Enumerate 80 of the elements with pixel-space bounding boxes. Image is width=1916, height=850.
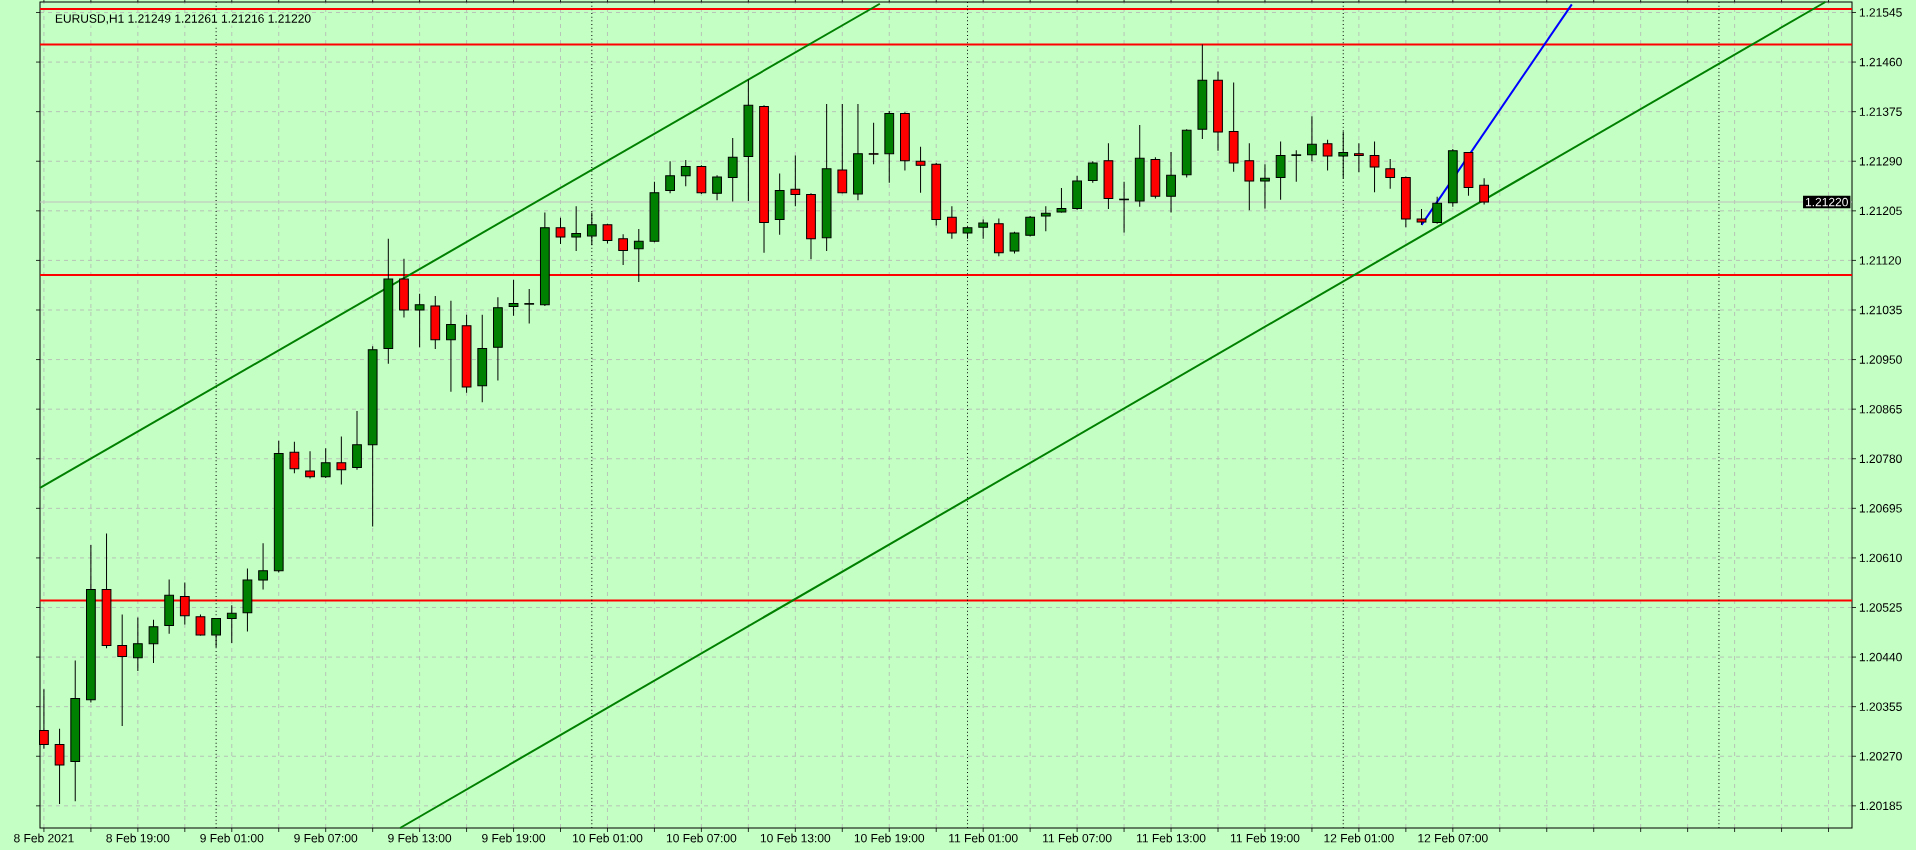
candlestick bbox=[1322, 139, 1333, 172]
candlestick bbox=[712, 174, 722, 201]
y-tick-label: 1.21290 bbox=[1859, 156, 1902, 166]
candlestick bbox=[1369, 140, 1380, 193]
x-tick-label: 9 Feb 01:00 bbox=[200, 833, 264, 843]
candlestick bbox=[571, 205, 582, 252]
y-tick-label: 1.20270 bbox=[1859, 751, 1902, 761]
candlestick bbox=[837, 103, 848, 194]
candlestick bbox=[1479, 177, 1490, 205]
x-tick-label: 11 Feb 13:00 bbox=[1137, 833, 1206, 843]
y-tick-label: 1.21120 bbox=[1859, 256, 1901, 265]
candlestick bbox=[1260, 163, 1270, 209]
text: EURUSD,H1 1.21249 1.21261 1.21216 1.21220 bbox=[55, 14, 311, 25]
candlestick bbox=[618, 233, 629, 266]
x-tick-label: 11 Feb 19:00 bbox=[1230, 833, 1300, 843]
candlestick bbox=[336, 436, 347, 485]
y-tick-label: 1.20950 bbox=[1859, 355, 1902, 364]
y-tick-label: 1.20440 bbox=[1859, 652, 1902, 662]
candlestick bbox=[633, 228, 644, 283]
candlestick bbox=[1166, 151, 1176, 214]
x-tick-label: 12 Feb 01:00 bbox=[1324, 833, 1394, 843]
x-tick-label: 12 Feb 07:00 bbox=[1418, 833, 1488, 843]
x-tick-label: 8 Feb 2021 bbox=[14, 833, 74, 843]
y-tick-label: 1.20185 bbox=[1859, 801, 1902, 811]
candlestick bbox=[1291, 149, 1302, 183]
y-tick-label: 1.20610 bbox=[1859, 553, 1902, 563]
candlestick bbox=[305, 450, 315, 480]
x-tick-label: 9 Feb 19:00 bbox=[482, 833, 546, 843]
y-tick-label: 1.20780 bbox=[1859, 454, 1902, 463]
candlestick bbox=[54, 728, 65, 805]
x-tick-label: 9 Feb 13:00 bbox=[388, 833, 452, 843]
x-tick-label: 10 Feb 07:00 bbox=[666, 833, 737, 843]
x-tick-label: 9 Feb 07:00 bbox=[294, 833, 358, 843]
candlestick bbox=[258, 542, 268, 590]
x-tick-label: 11 Feb 01:00 bbox=[949, 833, 1018, 843]
candlestick bbox=[727, 137, 738, 202]
y-tick-label: 1.20695 bbox=[1859, 504, 1902, 513]
y-tick-label: 1.20355 bbox=[1859, 702, 1902, 711]
candlestick bbox=[320, 447, 331, 479]
y-tick-label: 1.20525 bbox=[1859, 603, 1902, 612]
x-tick-label: 10 Feb 01:00 bbox=[573, 833, 643, 843]
y-tick-label: 1.21035 bbox=[1859, 305, 1902, 315]
y-tick-label: 1.21460 bbox=[1859, 57, 1902, 67]
y-tick-label: 1.21545 bbox=[1859, 8, 1902, 17]
candlestick bbox=[1307, 115, 1317, 162]
candlestick bbox=[117, 614, 128, 727]
candlestick bbox=[195, 614, 206, 636]
x-tick-label: 10 Feb 13:00 bbox=[760, 833, 831, 843]
candlestick bbox=[1056, 187, 1067, 214]
candlestick bbox=[1385, 158, 1396, 190]
candlestick bbox=[915, 146, 926, 194]
candlestick bbox=[352, 410, 362, 471]
candlestick bbox=[446, 300, 456, 393]
candlestick bbox=[508, 279, 519, 317]
y-tick-label: 1.21205 bbox=[1859, 206, 1902, 216]
candlestick bbox=[226, 604, 237, 644]
y-tick-label: 1.20865 bbox=[1859, 404, 1902, 414]
candlestick bbox=[132, 616, 143, 672]
candlestick bbox=[868, 122, 879, 165]
candlestick bbox=[148, 619, 159, 664]
candlestick bbox=[1040, 205, 1051, 232]
candlestick bbox=[1275, 140, 1286, 201]
candlestick bbox=[524, 288, 535, 324]
candlestick bbox=[414, 293, 425, 348]
x-tick-label: 11 Feb 07:00 bbox=[1043, 833, 1112, 843]
y-tick-label: 1.21375 bbox=[1859, 107, 1902, 116]
candlestick bbox=[289, 441, 300, 474]
x-tick-label: 10 Feb 19:00 bbox=[854, 833, 925, 843]
candlestick bbox=[1244, 142, 1255, 211]
candlestick bbox=[555, 217, 566, 245]
x-tick-label: 8 Feb 19:00 bbox=[106, 833, 170, 843]
candlestick bbox=[665, 160, 675, 194]
candlestick bbox=[1087, 160, 1098, 184]
candlestick bbox=[978, 219, 989, 240]
candlestick bbox=[790, 154, 801, 207]
candlestick bbox=[1354, 142, 1364, 173]
ref-line-label: 1.21220 bbox=[1805, 197, 1848, 207]
candlestick bbox=[1432, 196, 1443, 225]
candlestick bbox=[946, 205, 957, 240]
candlestick bbox=[680, 159, 691, 187]
